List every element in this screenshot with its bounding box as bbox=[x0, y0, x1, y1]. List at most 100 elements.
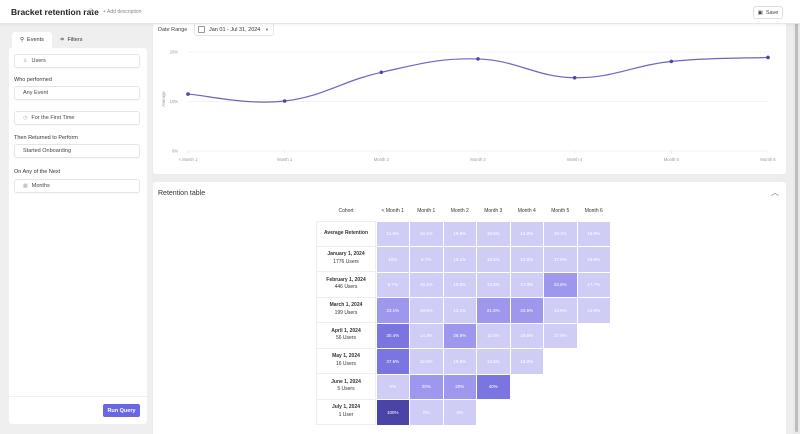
add-description-link[interactable]: + Add description bbox=[103, 9, 142, 15]
retention-cell[interactable]: 17.7% bbox=[577, 272, 610, 297]
retention-cell[interactable]: 0% bbox=[443, 400, 476, 425]
retention-cell[interactable]: 18.8% bbox=[510, 349, 543, 374]
retention-cell[interactable]: 19.4% bbox=[477, 247, 510, 272]
x-tick-label: Month 4 bbox=[567, 157, 583, 162]
retention-cell[interactable]: 22.6% bbox=[544, 272, 577, 297]
retention-cell[interactable]: 12.8% bbox=[510, 247, 543, 272]
events-icon: ⚲ bbox=[20, 37, 25, 43]
x-tick-label: Month 5 bbox=[664, 157, 680, 162]
retention-cell[interactable]: 11.5% bbox=[376, 221, 409, 246]
retention-cell[interactable]: 12.5% bbox=[477, 349, 510, 374]
retention-cell[interactable]: 17.5% bbox=[544, 247, 577, 272]
date-range-value: Jan 01 - Jul 31, 2024 bbox=[209, 26, 261, 33]
x-tick-label: Month 3 bbox=[470, 157, 486, 162]
x-tick-label: < Month 1 bbox=[179, 157, 198, 162]
calendar-icon: ▦ bbox=[23, 183, 28, 189]
retention-cell[interactable]: 24.6% bbox=[510, 298, 543, 323]
retention-cell[interactable]: 10% bbox=[376, 247, 409, 272]
retention-cell[interactable]: 19.1% bbox=[410, 272, 443, 297]
data-point bbox=[282, 99, 287, 103]
retention-cell[interactable]: 16.1% bbox=[443, 247, 476, 272]
retention-cell[interactable]: 17.3% bbox=[510, 272, 543, 297]
cohort-name: Average Retention bbox=[324, 230, 368, 236]
cohort-users: 1 User bbox=[338, 411, 354, 418]
edit-pencil-icon[interactable]: ✎ bbox=[89, 8, 95, 15]
filters-icon: ≑ bbox=[59, 37, 65, 43]
cohort-cell: June 1, 2024 5 Users bbox=[316, 374, 376, 400]
retention-cell[interactable]: 18.6% bbox=[410, 298, 443, 323]
retention-cell[interactable]: 12.5% bbox=[410, 349, 443, 374]
cohort-cell: January 1, 2024 1776 Users bbox=[316, 246, 376, 272]
cohort-cell: Average Retention bbox=[316, 221, 376, 247]
date-range-picker[interactable]: Jan 01 - Jul 31, 2024 ▼ bbox=[194, 24, 274, 36]
save-label: Save bbox=[765, 9, 779, 16]
date-range-label: Date Range bbox=[158, 27, 188, 33]
retention-cell[interactable]: 15.9% bbox=[443, 221, 476, 246]
cohort-name: January 1, 2024 bbox=[327, 251, 365, 258]
retention-cell[interactable]: 23.1% bbox=[376, 298, 409, 323]
retention-cell[interactable]: 14.3% bbox=[410, 323, 443, 348]
cohort-name: February 1, 2024 bbox=[326, 276, 366, 283]
retention-cell[interactable]: 13.6% bbox=[544, 298, 577, 323]
y-tick-label: 0% bbox=[172, 149, 178, 154]
retention-cell[interactable]: 15.5% bbox=[443, 272, 476, 297]
first-time-value: For the First Time bbox=[31, 115, 75, 121]
tab-events[interactable]: ⚲ Events bbox=[12, 32, 52, 48]
retention-cell[interactable]: 18.9% bbox=[577, 221, 610, 246]
data-point bbox=[572, 75, 577, 80]
header: Bracket retention rate ✎ + Add descripti… bbox=[0, 0, 800, 24]
who-performed-select[interactable]: Any Event bbox=[14, 86, 140, 100]
retention-cell[interactable]: 0% bbox=[410, 400, 443, 425]
cohort-users: 199 Users bbox=[334, 309, 358, 316]
retention-cell[interactable]: 19.9% bbox=[577, 247, 610, 272]
retention-cell[interactable]: 21.6% bbox=[477, 298, 510, 323]
retention-cell[interactable]: 18.8% bbox=[443, 349, 476, 374]
entity-select[interactable]: ♙ Users bbox=[14, 54, 140, 68]
period-value: Months bbox=[31, 183, 50, 189]
retention-cell[interactable]: 12.5% bbox=[477, 323, 510, 348]
data-point bbox=[766, 55, 770, 60]
retention-cell[interactable]: 10.1% bbox=[410, 221, 443, 246]
retention-cell[interactable]: 14.8% bbox=[510, 221, 543, 246]
tab-filters[interactable]: ≑ Filters bbox=[52, 32, 91, 48]
retention-cell[interactable]: 26.8% bbox=[443, 323, 476, 348]
scrollbar-thumb[interactable] bbox=[795, 2, 798, 432]
returned-event-select[interactable]: Started Onboarding bbox=[14, 144, 140, 158]
retention-cell[interactable]: 19.6% bbox=[510, 323, 543, 348]
run-query-button[interactable]: Run Query bbox=[103, 404, 140, 417]
retention-cell[interactable]: 0% bbox=[376, 374, 409, 399]
cohort-name: June 1, 2024 bbox=[331, 378, 361, 385]
retention-cell[interactable]: 17.9% bbox=[544, 323, 577, 348]
retention-cell[interactable]: 30.4% bbox=[376, 323, 409, 348]
retention-cell[interactable]: 12.6% bbox=[577, 298, 610, 323]
retention-cell[interactable]: 18.6% bbox=[477, 221, 510, 246]
retention-cell[interactable]: 100% bbox=[376, 400, 409, 425]
period-select[interactable]: ▦ Months bbox=[14, 179, 140, 193]
page-title: Bracket retention rate bbox=[11, 7, 99, 17]
y-tick-label: 10% bbox=[170, 99, 179, 104]
column-header: Month 4 bbox=[517, 208, 536, 214]
tab-filters-label: Filters bbox=[67, 37, 83, 43]
retention-cell[interactable]: 20% bbox=[410, 374, 443, 399]
chevron-up-icon[interactable]: ︿ bbox=[771, 188, 779, 197]
retention-cell[interactable]: 6.7% bbox=[410, 247, 443, 272]
column-header: Month 5 bbox=[551, 208, 570, 214]
retention-cell[interactable]: 40% bbox=[477, 374, 510, 399]
cohort-name: March 1, 2024 bbox=[329, 302, 363, 309]
save-button[interactable]: ▣ Save bbox=[753, 6, 783, 19]
retention-cell[interactable]: 37.5% bbox=[376, 349, 409, 374]
column-header: < Month 1 bbox=[381, 208, 404, 214]
cohort-users: 1776 Users bbox=[333, 258, 359, 265]
retention-cell[interactable]: 14.8% bbox=[477, 272, 510, 297]
cohort-name: July 1, 2024 bbox=[331, 404, 361, 411]
first-time-select[interactable]: ◷ For the First Time bbox=[14, 111, 140, 125]
column-header: Month 2 bbox=[450, 208, 469, 214]
retention-cell[interactable]: 8.7% bbox=[376, 272, 409, 297]
column-header: Month 1 bbox=[417, 208, 436, 214]
retention-cell[interactable]: 12.1% bbox=[443, 298, 476, 323]
data-point bbox=[476, 57, 480, 61]
series-line bbox=[187, 56, 769, 103]
retention-cell[interactable]: 18.1% bbox=[544, 221, 577, 246]
retention-cell[interactable]: 20% bbox=[443, 374, 476, 399]
cohort-cell: February 1, 2024 446 Users bbox=[316, 272, 376, 298]
